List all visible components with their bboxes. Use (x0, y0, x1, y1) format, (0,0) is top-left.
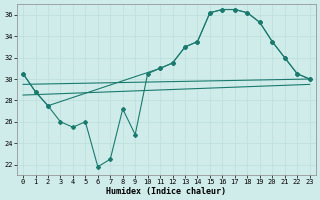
X-axis label: Humidex (Indice chaleur): Humidex (Indice chaleur) (106, 187, 226, 196)
